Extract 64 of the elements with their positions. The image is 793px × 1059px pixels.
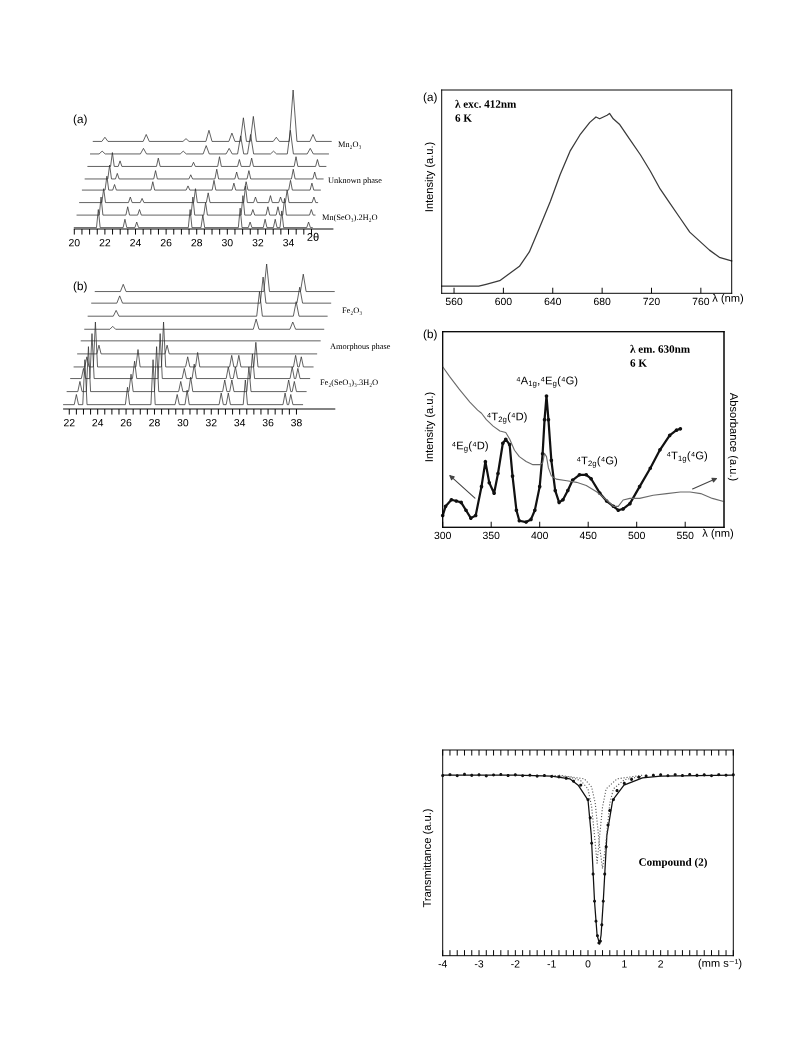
- x-tick-label: 32: [252, 239, 264, 247]
- x-tick-label: 38: [291, 419, 302, 427]
- annotation: Compound (2): [639, 857, 707, 869]
- x-tick-label: 1: [622, 960, 627, 968]
- text: λ em. 630nm: [630, 344, 690, 353]
- annotation: Mn(SeO₃).2H₂O: [322, 214, 378, 222]
- text: (b): [73, 281, 87, 293]
- chart-title: (b): [423, 329, 437, 341]
- y-axis-title: Intensity (a.u.): [424, 142, 436, 212]
- x-tick-label: 760: [692, 297, 710, 306]
- x-tick-label: 20: [69, 239, 80, 247]
- text: Fe₂O₃: [342, 307, 362, 315]
- x-tick-label: 550: [676, 531, 694, 540]
- annotation: Amorphous phase: [330, 343, 391, 351]
- x-axis-title: 2θ: [307, 232, 319, 241]
- x-tick-label: 22: [64, 419, 75, 427]
- text: 6 K: [630, 359, 647, 367]
- annotation: Fe₂(SeO₃)₃.3H₂O: [320, 379, 378, 387]
- annotation: ⁴T$_{1g}$(⁴G): [666, 451, 708, 463]
- x-tick-label: 2: [658, 960, 664, 968]
- x-tick-label: 34: [283, 239, 295, 247]
- x-tick-label: -2: [511, 960, 520, 968]
- annotation: 6 K: [455, 114, 472, 122]
- annotation: ⁴E$_{g}$(⁴D): [452, 441, 488, 453]
- chart-title: (a): [423, 92, 437, 104]
- text: Mn₂O₃: [338, 141, 361, 149]
- x-tick-label: 500: [628, 531, 645, 540]
- x-tick-label: 600: [495, 297, 512, 306]
- x-tick-label: 400: [531, 531, 548, 540]
- x-tick-label: 34: [234, 419, 246, 427]
- x-axis-title: λ (nm): [702, 528, 734, 540]
- x-tick-label: 0: [585, 960, 591, 968]
- x-tick-label: 26: [120, 419, 132, 427]
- y-axis-title: Intensity (a.u.): [424, 392, 436, 462]
- annotation: ⁴T$_{2g}$(⁴G): [576, 456, 618, 468]
- x-tick-label: 24: [130, 239, 141, 247]
- x-tick-label: -3: [474, 960, 484, 968]
- x-tick-label: 300: [434, 531, 451, 540]
- x-tick-label: 30: [177, 419, 189, 427]
- x-tick-label: 28: [191, 239, 203, 247]
- annotation: Unknown phase: [328, 177, 382, 185]
- x-tick-label: 28: [149, 419, 160, 427]
- text: ⁴A$_{1g}$,⁴E$_{g}$(⁴G): [516, 376, 578, 388]
- y-axis-title: Transmittance (a.u.): [422, 809, 434, 908]
- x-tick-label: 30: [221, 239, 233, 247]
- x-tick-label: 36: [262, 419, 274, 427]
- x-tick-label: 560: [445, 297, 463, 306]
- x-axis-title: λ (nm): [712, 293, 744, 305]
- x-tick-label: 22: [99, 239, 111, 247]
- text: (a): [73, 114, 87, 126]
- x-tick-label: -4: [438, 960, 448, 968]
- y2-axis-title: Absorbance (a.u.): [727, 392, 739, 481]
- x-tick-label: 32: [205, 419, 217, 427]
- x-tick-label: 450: [579, 531, 597, 540]
- x-tick-label: 640: [544, 297, 562, 306]
- x-tick-label: -1: [547, 960, 556, 968]
- x-tick-label: 720: [643, 297, 660, 306]
- x-tick-label: 680: [593, 297, 611, 306]
- annotation: ⁴T$_{2g}$(⁴D): [487, 412, 527, 424]
- x-tick-label: 24: [92, 419, 104, 427]
- x-axis-title: (mm s⁻¹): [698, 958, 742, 970]
- x-tick-label: 26: [160, 239, 172, 247]
- x-tick-label: 350: [482, 531, 500, 540]
- text: λ exc. 412nm: [455, 99, 517, 108]
